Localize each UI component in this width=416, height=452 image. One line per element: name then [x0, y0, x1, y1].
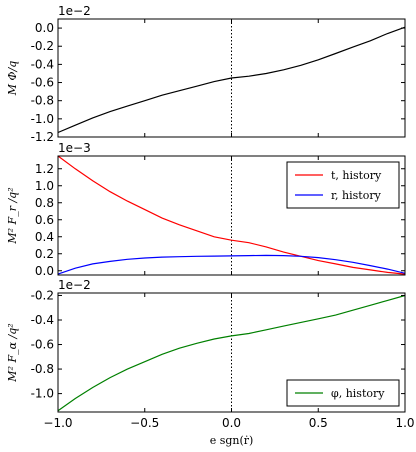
axis-multiplier: 1e−2 [58, 4, 91, 18]
legend-entry: t, history [331, 169, 382, 182]
legend-entry: r, history [331, 189, 382, 202]
y-axis-label: M² F_α /q² [6, 323, 19, 382]
ytick-label: -0.4 [31, 57, 54, 71]
ytick-label: -0.8 [31, 362, 54, 376]
x-axis-label: e sgn(ṙ) [210, 434, 254, 447]
ytick-label: 0.8 [35, 196, 54, 210]
series-line-1-0 [57, 155, 406, 275]
series-line-2-0 [57, 294, 406, 412]
legend-box [286, 161, 400, 209]
ytick-label: -1.2 [31, 130, 54, 144]
ytick-label: -1.0 [31, 112, 54, 126]
ytick-label: 0.0 [35, 21, 54, 35]
ytick-label: -0.6 [31, 76, 54, 90]
xtick-label: −0.5 [130, 416, 159, 430]
ytick-label: 0.0 [35, 264, 54, 278]
series-line-0-0 [57, 26, 406, 134]
axis-multiplier: 1e−3 [58, 141, 91, 155]
ytick-label: -0.4 [31, 313, 54, 327]
ytick-label: 1.2 [35, 162, 54, 176]
xtick-label: 1.0 [395, 416, 414, 430]
series-line-1-1 [57, 254, 406, 275]
y-axis-label: M² F_r /q² [6, 187, 19, 244]
ytick-label: -0.2 [31, 39, 54, 53]
ytick-label: -0.8 [31, 94, 54, 108]
xtick-label: 0.0 [222, 416, 241, 430]
axis-multiplier: 1e−2 [58, 278, 91, 292]
ytick-label: 0.6 [35, 213, 54, 227]
xtick-label: −1.0 [43, 416, 72, 430]
ytick-label: 1.0 [35, 179, 54, 193]
ytick-label: 0.4 [35, 230, 54, 244]
ytick-label: -0.2 [31, 288, 54, 302]
xtick-label: 0.5 [309, 416, 328, 430]
ytick-label: -1.0 [31, 387, 54, 401]
y-axis-label: M Φ/q [6, 61, 19, 97]
ytick-label: 0.2 [35, 247, 54, 261]
ytick-label: -0.6 [31, 338, 54, 352]
legend-entry: φ, history [331, 387, 385, 400]
